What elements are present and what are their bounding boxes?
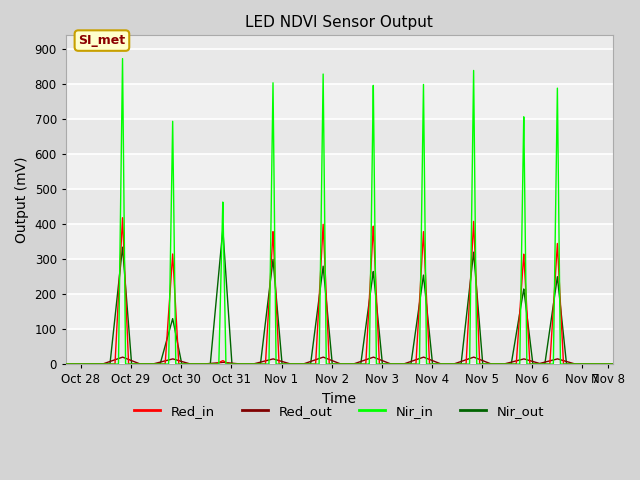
Nir_in bbox=[330, 361, 337, 367]
Line: Red_out: Red_out bbox=[66, 357, 612, 364]
Nir_out bbox=[65, 361, 72, 367]
Red_in bbox=[62, 361, 70, 367]
Red_in bbox=[330, 361, 337, 367]
Text: SI_met: SI_met bbox=[78, 34, 125, 47]
Bar bbox=[66, 259, 612, 294]
Bar bbox=[66, 119, 612, 154]
Nir_in bbox=[580, 361, 588, 367]
X-axis label: Time: Time bbox=[322, 392, 356, 406]
Nir_out bbox=[219, 227, 227, 232]
Bar bbox=[66, 154, 612, 189]
Bar bbox=[66, 224, 612, 259]
Title: LED NDVI Sensor Output: LED NDVI Sensor Output bbox=[245, 15, 433, 30]
Red_out bbox=[84, 361, 92, 367]
Nir_out bbox=[580, 361, 588, 367]
Nir_in bbox=[62, 361, 70, 367]
Nir_in bbox=[84, 361, 92, 367]
Red_out bbox=[62, 361, 70, 367]
Red_out bbox=[65, 361, 72, 367]
Nir_out bbox=[169, 317, 177, 323]
Red_out bbox=[580, 361, 588, 367]
Red_in bbox=[118, 215, 126, 221]
Nir_in bbox=[95, 361, 102, 367]
Red_in bbox=[95, 361, 102, 367]
Bar bbox=[66, 84, 612, 119]
Red_in bbox=[609, 361, 616, 367]
Red_out bbox=[609, 361, 616, 367]
Nir_in bbox=[609, 361, 616, 367]
Bar bbox=[66, 49, 612, 84]
Nir_in bbox=[65, 361, 72, 367]
Nir_out bbox=[84, 361, 92, 367]
Nir_in bbox=[169, 149, 177, 155]
Line: Nir_in: Nir_in bbox=[66, 59, 612, 364]
Bar bbox=[66, 189, 612, 224]
Legend: Red_in, Red_out, Nir_in, Nir_out: Red_in, Red_out, Nir_in, Nir_out bbox=[129, 400, 550, 423]
Red_out bbox=[169, 356, 177, 362]
Bar bbox=[66, 329, 612, 364]
Bar bbox=[66, 294, 612, 329]
Nir_out bbox=[330, 361, 337, 367]
Red_out bbox=[470, 354, 477, 360]
Nir_out bbox=[95, 361, 102, 367]
Red_in bbox=[65, 361, 72, 367]
Line: Nir_out: Nir_out bbox=[66, 229, 612, 364]
Red_out bbox=[329, 358, 337, 364]
Red_in bbox=[580, 361, 588, 367]
Nir_in bbox=[118, 56, 126, 61]
Red_out bbox=[95, 361, 102, 367]
Red_in bbox=[169, 258, 177, 264]
Red_in bbox=[84, 361, 92, 367]
Nir_out bbox=[609, 361, 616, 367]
Y-axis label: Output (mV): Output (mV) bbox=[15, 156, 29, 243]
Nir_out bbox=[62, 361, 70, 367]
Line: Red_in: Red_in bbox=[66, 218, 612, 364]
